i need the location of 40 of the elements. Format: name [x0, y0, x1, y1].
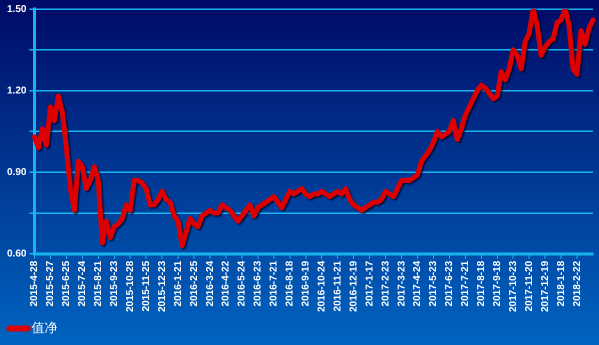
x-tick-label: 2016-9-19 — [300, 260, 312, 306]
legend-label: 值净 — [32, 320, 58, 336]
x-tick-label: 2017-7-21 — [460, 260, 472, 306]
x-tick-label: 2017-2-23 — [380, 260, 392, 306]
x-tick-label: 2017-10-23 — [508, 260, 519, 312]
x-tick-label: 2015-9-23 — [109, 260, 120, 306]
x-tick-label: 2016-6-23 — [252, 260, 264, 306]
x-tick-label: 2015-12-23 — [156, 260, 168, 312]
x-tick-label: 2016-4-22 — [220, 260, 232, 306]
x-tick-label: 2017-9-18 — [492, 260, 503, 306]
x-tick-label: 2018-2-22 — [572, 260, 583, 306]
x-tick-label: 2015-10-28 — [124, 260, 136, 312]
y-tick-label: 1.50 — [6, 4, 27, 15]
x-tick-label: 2018-1-18 — [556, 260, 567, 306]
y-tick-label: 0.90 — [6, 166, 27, 178]
x-tick-label: 2016-7-21 — [268, 260, 280, 306]
x-tick-label: 2016-12-19 — [348, 260, 360, 312]
x-tick-label: 2017-5-23 — [428, 260, 440, 306]
x-tick-label: 2017-6-23 — [444, 260, 456, 306]
x-tick-label: 2015-4-28 — [29, 260, 40, 306]
x-tick-label: 2016-2-25 — [188, 260, 200, 306]
x-tick-label: 2017-8-18 — [476, 260, 488, 306]
x-tick-label: 2016-5-24 — [236, 260, 248, 306]
x-tick-label: 2017-3-23 — [396, 260, 408, 306]
x-tick-label: 2015-5-27 — [45, 260, 56, 306]
x-tick-label: 2016-10-24 — [316, 260, 328, 312]
x-tick-label: 2015-8-21 — [93, 260, 104, 306]
x-tick-label: 2015-6-25 — [61, 260, 72, 306]
x-tick-label: 2016-3-24 — [204, 260, 216, 306]
x-tick-label: 2017-4-24 — [412, 260, 424, 306]
x-tick-label: 2017-1-17 — [364, 260, 376, 306]
x-tick-label: 2015-7-24 — [77, 260, 88, 306]
x-tick-label: 2016-11-21 — [332, 260, 344, 312]
y-tick-label: 0.60 — [6, 248, 27, 260]
x-tick-label: 2017-12-19 — [540, 260, 551, 312]
x-tick-label: 2017-11-20 — [524, 260, 535, 312]
x-tick-label: 2016-8-18 — [284, 260, 296, 306]
x-tick-label: 2016-1-21 — [172, 260, 184, 306]
y-tick-label: 1.20 — [6, 85, 27, 96]
x-tick-label: 2015-11-25 — [140, 260, 152, 312]
